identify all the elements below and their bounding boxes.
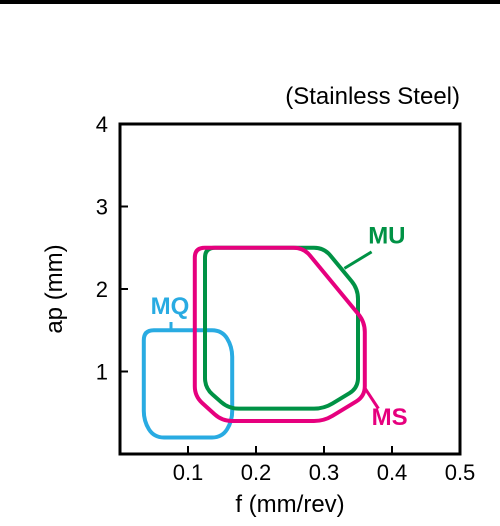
region-label-mu: MU [368, 223, 405, 250]
svg-text:4: 4 [96, 112, 108, 137]
regions: MQMUMS [144, 223, 408, 438]
svg-text:0.1: 0.1 [173, 460, 204, 485]
svg-text:0.5: 0.5 [445, 460, 476, 485]
leader-mu [344, 252, 371, 269]
chart-container: { "chart": { "type": "region-plot", "tit… [0, 0, 500, 526]
svg-text:0.4: 0.4 [377, 460, 408, 485]
x-axis-label: f (mm/rev) [235, 491, 344, 518]
svg-text:0.3: 0.3 [309, 460, 340, 485]
chart-title: (Stainless Steel) [285, 83, 460, 110]
y-axis-label: ap (mm) [41, 244, 68, 333]
svg-text:1: 1 [96, 360, 108, 385]
region-ms [195, 248, 365, 421]
region-mq [144, 330, 232, 437]
svg-text:0.2: 0.2 [241, 460, 272, 485]
svg-text:2: 2 [96, 277, 108, 302]
region-mu [205, 248, 358, 409]
regions-chart: (Stainless Steel) 0.1 0.2 0.3 0.4 0.5 1 2 3 4 MQ… [0, 4, 500, 526]
svg-text:3: 3 [96, 195, 108, 220]
region-label-mq: MQ [151, 293, 190, 320]
